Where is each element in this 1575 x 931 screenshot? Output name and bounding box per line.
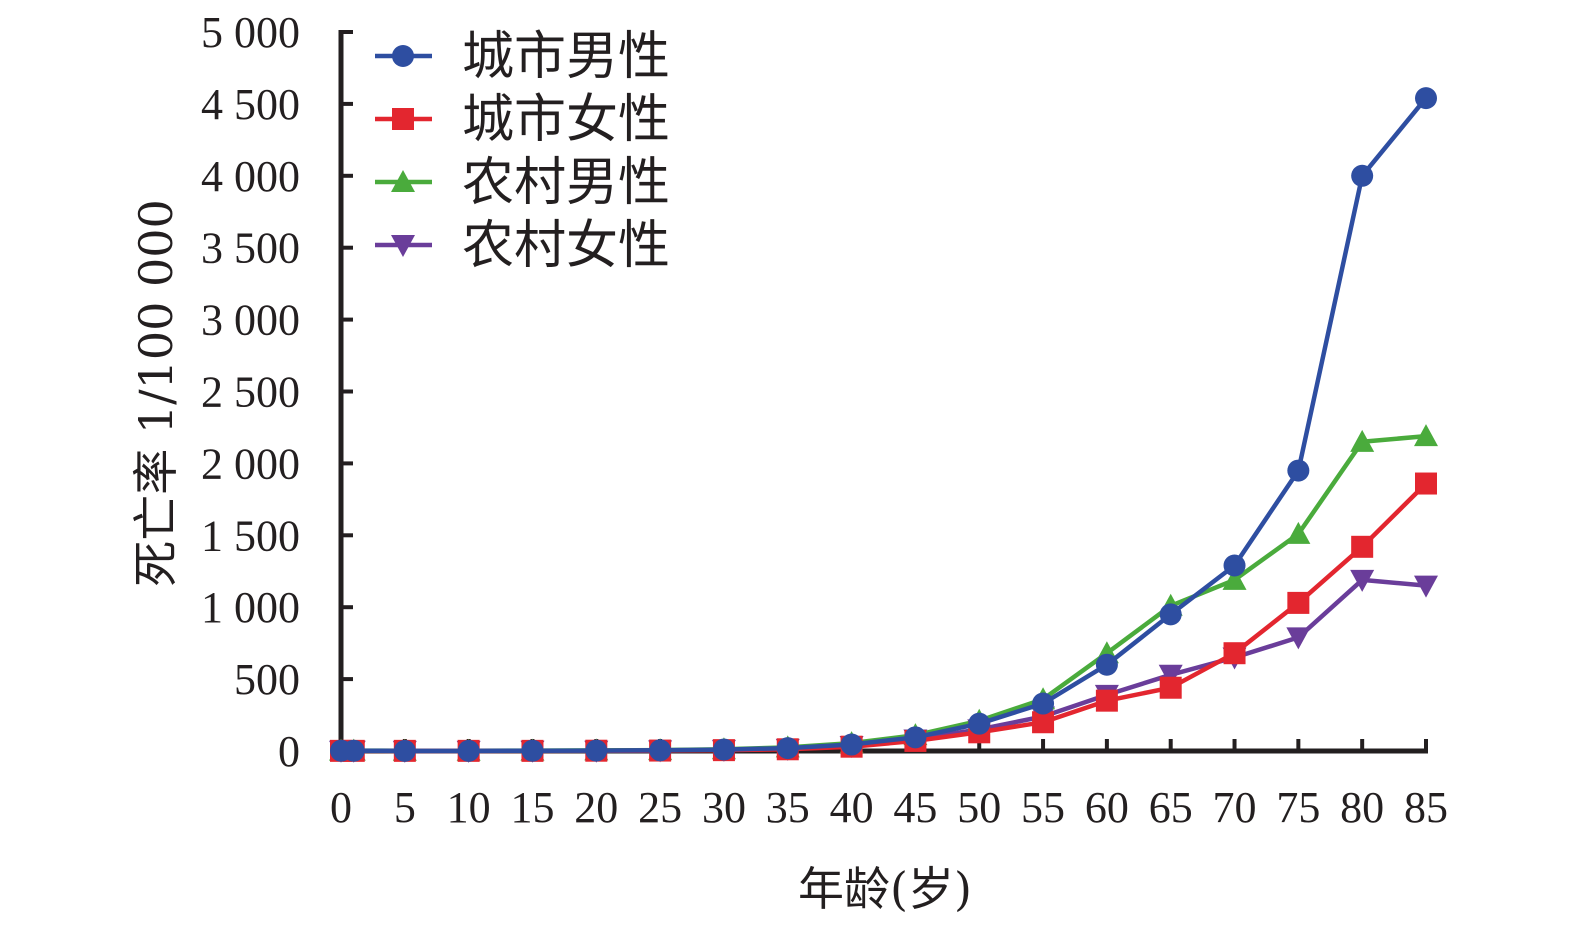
x-tick-label: 75 bbox=[1276, 783, 1320, 832]
legend-marker-rural-female bbox=[391, 235, 415, 257]
x-tick-label: 70 bbox=[1213, 783, 1257, 832]
y-tick-label: 3 000 bbox=[201, 296, 300, 345]
series-rural-male bbox=[329, 424, 1438, 761]
data-point-urban-male bbox=[712, 738, 735, 761]
data-point-urban-male bbox=[840, 733, 863, 756]
data-point-urban-male bbox=[585, 739, 608, 762]
data-point-urban-female bbox=[1095, 689, 1118, 712]
x-axis-title: 年龄(岁) bbox=[798, 862, 972, 916]
x-tick-label: 30 bbox=[702, 783, 746, 832]
x-tick-label: 50 bbox=[957, 783, 1001, 832]
x-tick-label: 15 bbox=[510, 783, 554, 832]
data-point-urban-female bbox=[1223, 642, 1246, 665]
y-tick-label: 0 bbox=[278, 727, 300, 776]
legend-marker-rural-male bbox=[391, 170, 415, 192]
legend-label: 农村女性 bbox=[462, 216, 670, 276]
data-point-urban-male bbox=[457, 739, 480, 762]
x-tick-label: 85 bbox=[1404, 783, 1448, 832]
y-axis-ticks: 0 500 1 000 1 500 2 000 2 500 3 000 3 500 4 000 4… bbox=[201, 8, 353, 776]
series-urban-male bbox=[330, 87, 1437, 762]
data-point-rural-male bbox=[1222, 567, 1247, 590]
y-axis-title: 死亡率 1/100 000 bbox=[129, 199, 183, 587]
x-tick-label: 20 bbox=[574, 783, 618, 832]
legend-item-rural-female: 农村女性 bbox=[375, 216, 670, 276]
data-point-urban-male bbox=[968, 712, 991, 735]
x-tick-label: 55 bbox=[1021, 783, 1065, 832]
series-line-rural-female bbox=[341, 577, 1427, 754]
data-point-urban-male bbox=[1032, 692, 1055, 715]
y-tick-label: 1 500 bbox=[201, 511, 300, 560]
y-tick-label: 1 000 bbox=[201, 583, 300, 632]
data-point-rural-female bbox=[1158, 664, 1183, 687]
y-tick-label: 4 500 bbox=[201, 80, 300, 129]
y-tick-label: 2 500 bbox=[201, 368, 300, 417]
legend-label: 农村男性 bbox=[462, 153, 670, 213]
x-tick-label: 0 bbox=[330, 783, 352, 832]
y-tick-label: 5 000 bbox=[201, 8, 300, 57]
data-point-urban-female bbox=[1415, 472, 1437, 495]
x-tick-label: 25 bbox=[638, 783, 682, 832]
data-point-urban-male bbox=[1159, 603, 1182, 626]
series-line-rural-male bbox=[341, 433, 1427, 753]
x-tick-label: 60 bbox=[1085, 783, 1129, 832]
x-tick-label: 45 bbox=[893, 783, 937, 832]
data-point-urban-male bbox=[1351, 164, 1374, 187]
legend-item-urban-female: 城市女性 bbox=[375, 90, 670, 150]
data-point-urban-male bbox=[1287, 459, 1310, 482]
legend-label: 城市女性 bbox=[462, 90, 670, 150]
data-point-urban-male bbox=[521, 739, 544, 762]
y-tick-label: 4 000 bbox=[201, 152, 300, 201]
x-tick-label: 35 bbox=[766, 783, 810, 832]
x-tick-label: 40 bbox=[830, 783, 874, 832]
legend-item-urban-male: 城市男性 bbox=[375, 27, 670, 87]
legend-item-rural-male: 农村男性 bbox=[375, 153, 670, 213]
data-point-urban-female bbox=[1351, 535, 1374, 558]
data-point-urban-male bbox=[904, 726, 927, 749]
data-point-rural-female bbox=[1286, 627, 1311, 650]
data-point-urban-male bbox=[342, 739, 365, 762]
data-point-rural-male bbox=[1286, 521, 1311, 544]
data-point-urban-male bbox=[1095, 653, 1118, 676]
data-point-urban-male bbox=[649, 739, 672, 762]
legend-marker-urban-male bbox=[392, 45, 414, 67]
data-point-urban-female bbox=[1159, 676, 1182, 699]
y-tick-label: 500 bbox=[234, 655, 300, 704]
x-tick-label: 80 bbox=[1340, 783, 1384, 832]
data-point-rural-male bbox=[1350, 429, 1375, 452]
data-point-urban-male bbox=[393, 739, 416, 762]
x-tick-label: 10 bbox=[447, 783, 491, 832]
series-urban-female bbox=[330, 472, 1437, 762]
x-tick-label: 65 bbox=[1149, 783, 1193, 832]
x-tick-label: 5 bbox=[394, 783, 416, 832]
data-point-urban-female bbox=[1032, 711, 1055, 734]
data-point-urban-male bbox=[1415, 87, 1437, 110]
data-point-urban-male bbox=[1223, 554, 1246, 577]
legend-marker-urban-female bbox=[392, 108, 414, 130]
y-tick-label: 3 500 bbox=[201, 224, 300, 273]
data-point-rural-female bbox=[1350, 569, 1375, 592]
legend-label: 城市男性 bbox=[462, 27, 670, 87]
series-layer bbox=[329, 87, 1438, 763]
data-point-rural-female bbox=[1414, 575, 1438, 598]
data-point-urban-female bbox=[1287, 591, 1310, 614]
y-tick-label: 2 000 bbox=[201, 439, 300, 488]
series-rural-female bbox=[329, 569, 1438, 763]
data-point-rural-male bbox=[1414, 424, 1438, 447]
data-point-urban-male bbox=[776, 737, 799, 760]
